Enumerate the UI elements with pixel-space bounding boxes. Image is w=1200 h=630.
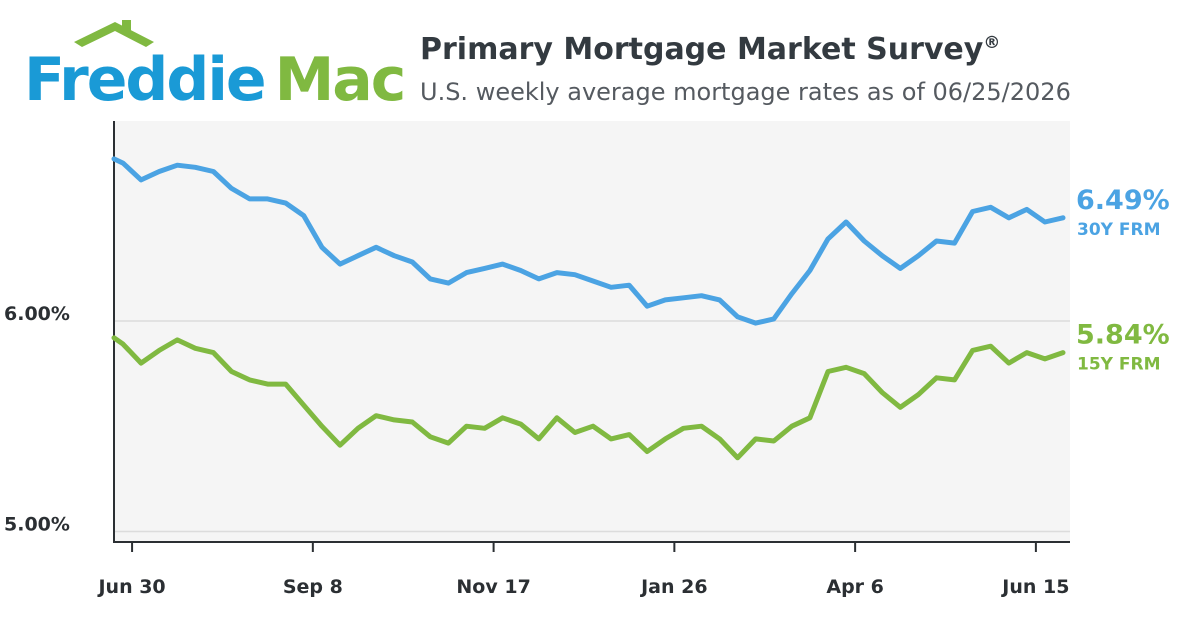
chart-title: Primary Mortgage Market Survey bbox=[420, 32, 984, 67]
logo-brand-right: Mac bbox=[275, 45, 405, 115]
x-tick-label: Apr 6 bbox=[826, 576, 884, 598]
gridlines bbox=[114, 320, 1070, 533]
series-end-name: 30Y FRM bbox=[1077, 220, 1161, 240]
series-end-value: 5.84% bbox=[1076, 320, 1170, 351]
logo-brand-left: Freddie bbox=[24, 45, 265, 115]
freddie-mac-logo: Freddie Mac bbox=[24, 20, 406, 115]
series-line-15y-frm bbox=[111, 335, 1066, 461]
series-line-30y-frm bbox=[111, 156, 1066, 326]
registered-mark: ® bbox=[983, 33, 1000, 53]
y-tick-label: 5.00% bbox=[4, 513, 70, 535]
series-end-value: 6.49% bbox=[1076, 185, 1170, 216]
chimney-icon bbox=[122, 20, 131, 32]
series-end-labels: 6.49% 30Y FRM 5.84% 15Y FRM bbox=[1076, 185, 1170, 375]
x-tick-label: Jan 26 bbox=[639, 576, 707, 598]
plot-background bbox=[114, 121, 1070, 542]
x-tick-label: Jun 15 bbox=[1000, 576, 1069, 598]
x-ticks: Jun 30 Sep 8 Nov 17 Jan 26 Apr 6 Jun 15 bbox=[96, 542, 1069, 598]
chart-subtitle: U.S. weekly average mortgage rates as of… bbox=[420, 78, 1071, 106]
svg-text:Primary Mortgage Market Survey: Primary Mortgage Market Survey® bbox=[420, 32, 1000, 67]
series-lines bbox=[111, 156, 1066, 461]
series-end-name: 15Y FRM bbox=[1077, 355, 1161, 375]
house-roof-icon bbox=[74, 22, 154, 47]
x-tick-label: Jun 30 bbox=[96, 576, 165, 598]
y-ticks: 6.00% 5.00% bbox=[4, 303, 70, 535]
y-tick-label: 6.00% bbox=[4, 303, 70, 325]
x-tick-label: Nov 17 bbox=[456, 576, 530, 598]
x-tick-label: Sep 8 bbox=[283, 576, 343, 598]
